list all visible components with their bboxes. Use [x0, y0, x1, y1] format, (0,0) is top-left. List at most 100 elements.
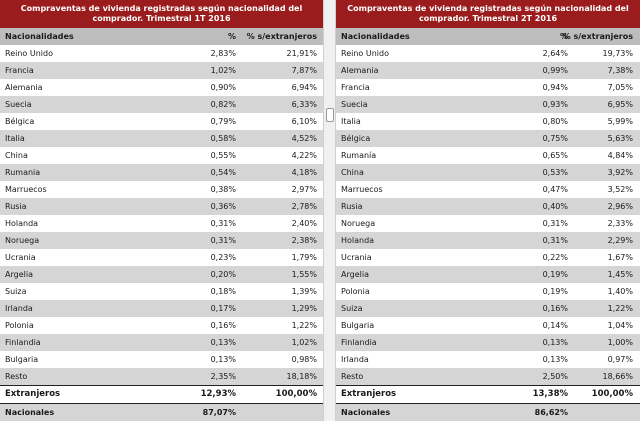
table-row: Bélgica 0,79% 6,10% — [0, 113, 323, 130]
nacionales-label: Nacionales — [341, 408, 391, 417]
percent-value: 0,53% — [542, 168, 568, 177]
percent-extranjeros-value: 7,87% — [291, 66, 317, 75]
percent-extranjeros-value: 6,10% — [291, 117, 317, 126]
percent-value: 0,80% — [542, 117, 568, 126]
percent-extranjeros-value: 6,94% — [291, 83, 317, 92]
percent-value: 0,93% — [542, 100, 568, 109]
table-row: Reino Unido 2,64% 19,73% — [336, 45, 640, 62]
nationality-name: Finlandia — [341, 338, 377, 347]
nationality-name: Bélgica — [341, 134, 371, 143]
table-row: Argelia 0,19% 1,45% — [336, 266, 640, 283]
vertical-scrollbar[interactable] — [323, 0, 336, 421]
nationality-name: Marruecos — [5, 185, 47, 194]
table-row: Finlandia 0,13% 1,02% — [0, 334, 323, 351]
table-row: Suiza 0,18% 1,39% — [0, 283, 323, 300]
percent-extranjeros-value: 19,73% — [602, 49, 633, 58]
nacionales-percent: 86,62% — [534, 408, 568, 417]
percent-extranjeros-value: 5,99% — [607, 117, 633, 126]
nationality-name: China — [341, 168, 364, 177]
percent-extranjeros-value: 1,02% — [291, 338, 317, 347]
percent-value: 0,90% — [210, 83, 236, 92]
nacionales-label: Nacionales — [5, 408, 55, 417]
percent-value: 0,19% — [542, 287, 568, 296]
percent-value: 0,94% — [542, 83, 568, 92]
table-row: Noruega 0,31% 2,38% — [0, 232, 323, 249]
percent-extranjeros-value: 3,92% — [607, 168, 633, 177]
percent-value: 0,13% — [210, 355, 236, 364]
totals-percent-extranjeros: 100,00% — [591, 389, 633, 399]
percent-value: 2,64% — [542, 49, 568, 58]
percent-value: 0,55% — [210, 151, 236, 160]
nationality-name: Francia — [341, 83, 370, 92]
table-row: Alemania 0,90% 6,94% — [0, 79, 323, 96]
nacionales-percent: 87,07% — [202, 408, 236, 417]
table-row: Marruecos 0,38% 2,97% — [0, 181, 323, 198]
percent-extranjeros-value: 6,95% — [607, 100, 633, 109]
percent-value: 2,35% — [210, 372, 236, 381]
table-row: China 0,53% 3,92% — [336, 164, 640, 181]
percent-value: 2,83% — [210, 49, 236, 58]
percent-extranjeros-value: 1,22% — [291, 321, 317, 330]
nationality-name: Italia — [341, 117, 361, 126]
percent-value: 0,40% — [542, 202, 568, 211]
table-row: Ucrania 0,22% 1,67% — [336, 249, 640, 266]
percent-extranjeros-value: 4,84% — [607, 151, 633, 160]
table-row: Italia 0,80% 5,99% — [336, 113, 640, 130]
percent-extranjeros-value: 1,79% — [291, 253, 317, 262]
totals-label: Extranjeros — [5, 389, 61, 399]
nationality-name: Rusia — [341, 202, 363, 211]
nationality-name: Noruega — [341, 219, 376, 228]
percent-value: 0,54% — [210, 168, 236, 177]
nacionales-row: Nacionales 86,62% — [336, 404, 640, 421]
nationality-name: Bulgaria — [341, 321, 375, 330]
percent-value: 0,19% — [542, 270, 568, 279]
percent-extranjeros-value: 1,45% — [607, 270, 633, 279]
table-row: Suecia 0,82% 6,33% — [0, 96, 323, 113]
percent-extranjeros-value: 4,18% — [291, 168, 317, 177]
totals-row: Extranjeros 12,93% 100,00% — [0, 386, 323, 403]
table-row: Italia 0,58% 4,52% — [0, 130, 323, 147]
nationality-name: Rumanía — [341, 151, 377, 160]
percent-value: 0,58% — [210, 134, 236, 143]
percent-value: 0,17% — [210, 304, 236, 313]
table-row: Francia 1,02% 7,87% — [0, 62, 323, 79]
totals-percent: 12,93% — [200, 389, 236, 399]
table-row: Bélgica 0,75% 5,63% — [336, 130, 640, 147]
percent-value: 0,36% — [210, 202, 236, 211]
nationality-name: Suiza — [341, 304, 363, 313]
header-nacionalidades: Nacionalidades — [341, 32, 410, 41]
percent-extranjeros-value: 1,55% — [291, 270, 317, 279]
table-title: Compraventas de vivienda registradas seg… — [0, 0, 323, 28]
totals-label: Extranjeros — [341, 389, 397, 399]
percent-extranjeros-value: 7,05% — [607, 83, 633, 92]
percent-value: 0,82% — [210, 100, 236, 109]
nationality-name: Polonia — [341, 287, 370, 296]
percent-extranjeros-value: 2,97% — [291, 185, 317, 194]
divider-line — [0, 403, 323, 404]
percent-extranjeros-value: 18,66% — [602, 372, 633, 381]
table-row: Resto 2,35% 18,18% — [0, 368, 323, 385]
nationality-name: Irlanda — [341, 355, 369, 364]
percent-extranjeros-value: 1,22% — [607, 304, 633, 313]
percent-value: 0,31% — [210, 236, 236, 245]
percent-value: 0,13% — [542, 338, 568, 347]
table-row: Polonia 0,19% 1,40% — [336, 283, 640, 300]
totals-row: Extranjeros 13,38% 100,00% — [336, 386, 640, 403]
percent-extranjeros-value: 4,52% — [291, 134, 317, 143]
percent-extranjeros-value: 4,22% — [291, 151, 317, 160]
nationality-name: Bulgaria — [5, 355, 39, 364]
header-percent: % — [559, 32, 568, 41]
table-row: Marruecos 0,47% 3,52% — [336, 181, 640, 198]
table-row: Rusia 0,36% 2,78% — [0, 198, 323, 215]
percent-value: 1,02% — [210, 66, 236, 75]
nationality-name: Bélgica — [5, 117, 35, 126]
percent-extranjeros-value: 2,33% — [607, 219, 633, 228]
percent-value: 0,18% — [210, 287, 236, 296]
table-row: Bulgaria 0,14% 1,04% — [336, 317, 640, 334]
nationality-name: Polonia — [5, 321, 34, 330]
table-row: Reino Unido 2,83% 21,91% — [0, 45, 323, 62]
table-row: Polonia 0,16% 1,22% — [0, 317, 323, 334]
percent-value: 0,13% — [210, 338, 236, 347]
table-header: Nacionalidades % % s/extranjeros — [0, 28, 323, 45]
scrollbar-thumb[interactable] — [326, 108, 334, 122]
